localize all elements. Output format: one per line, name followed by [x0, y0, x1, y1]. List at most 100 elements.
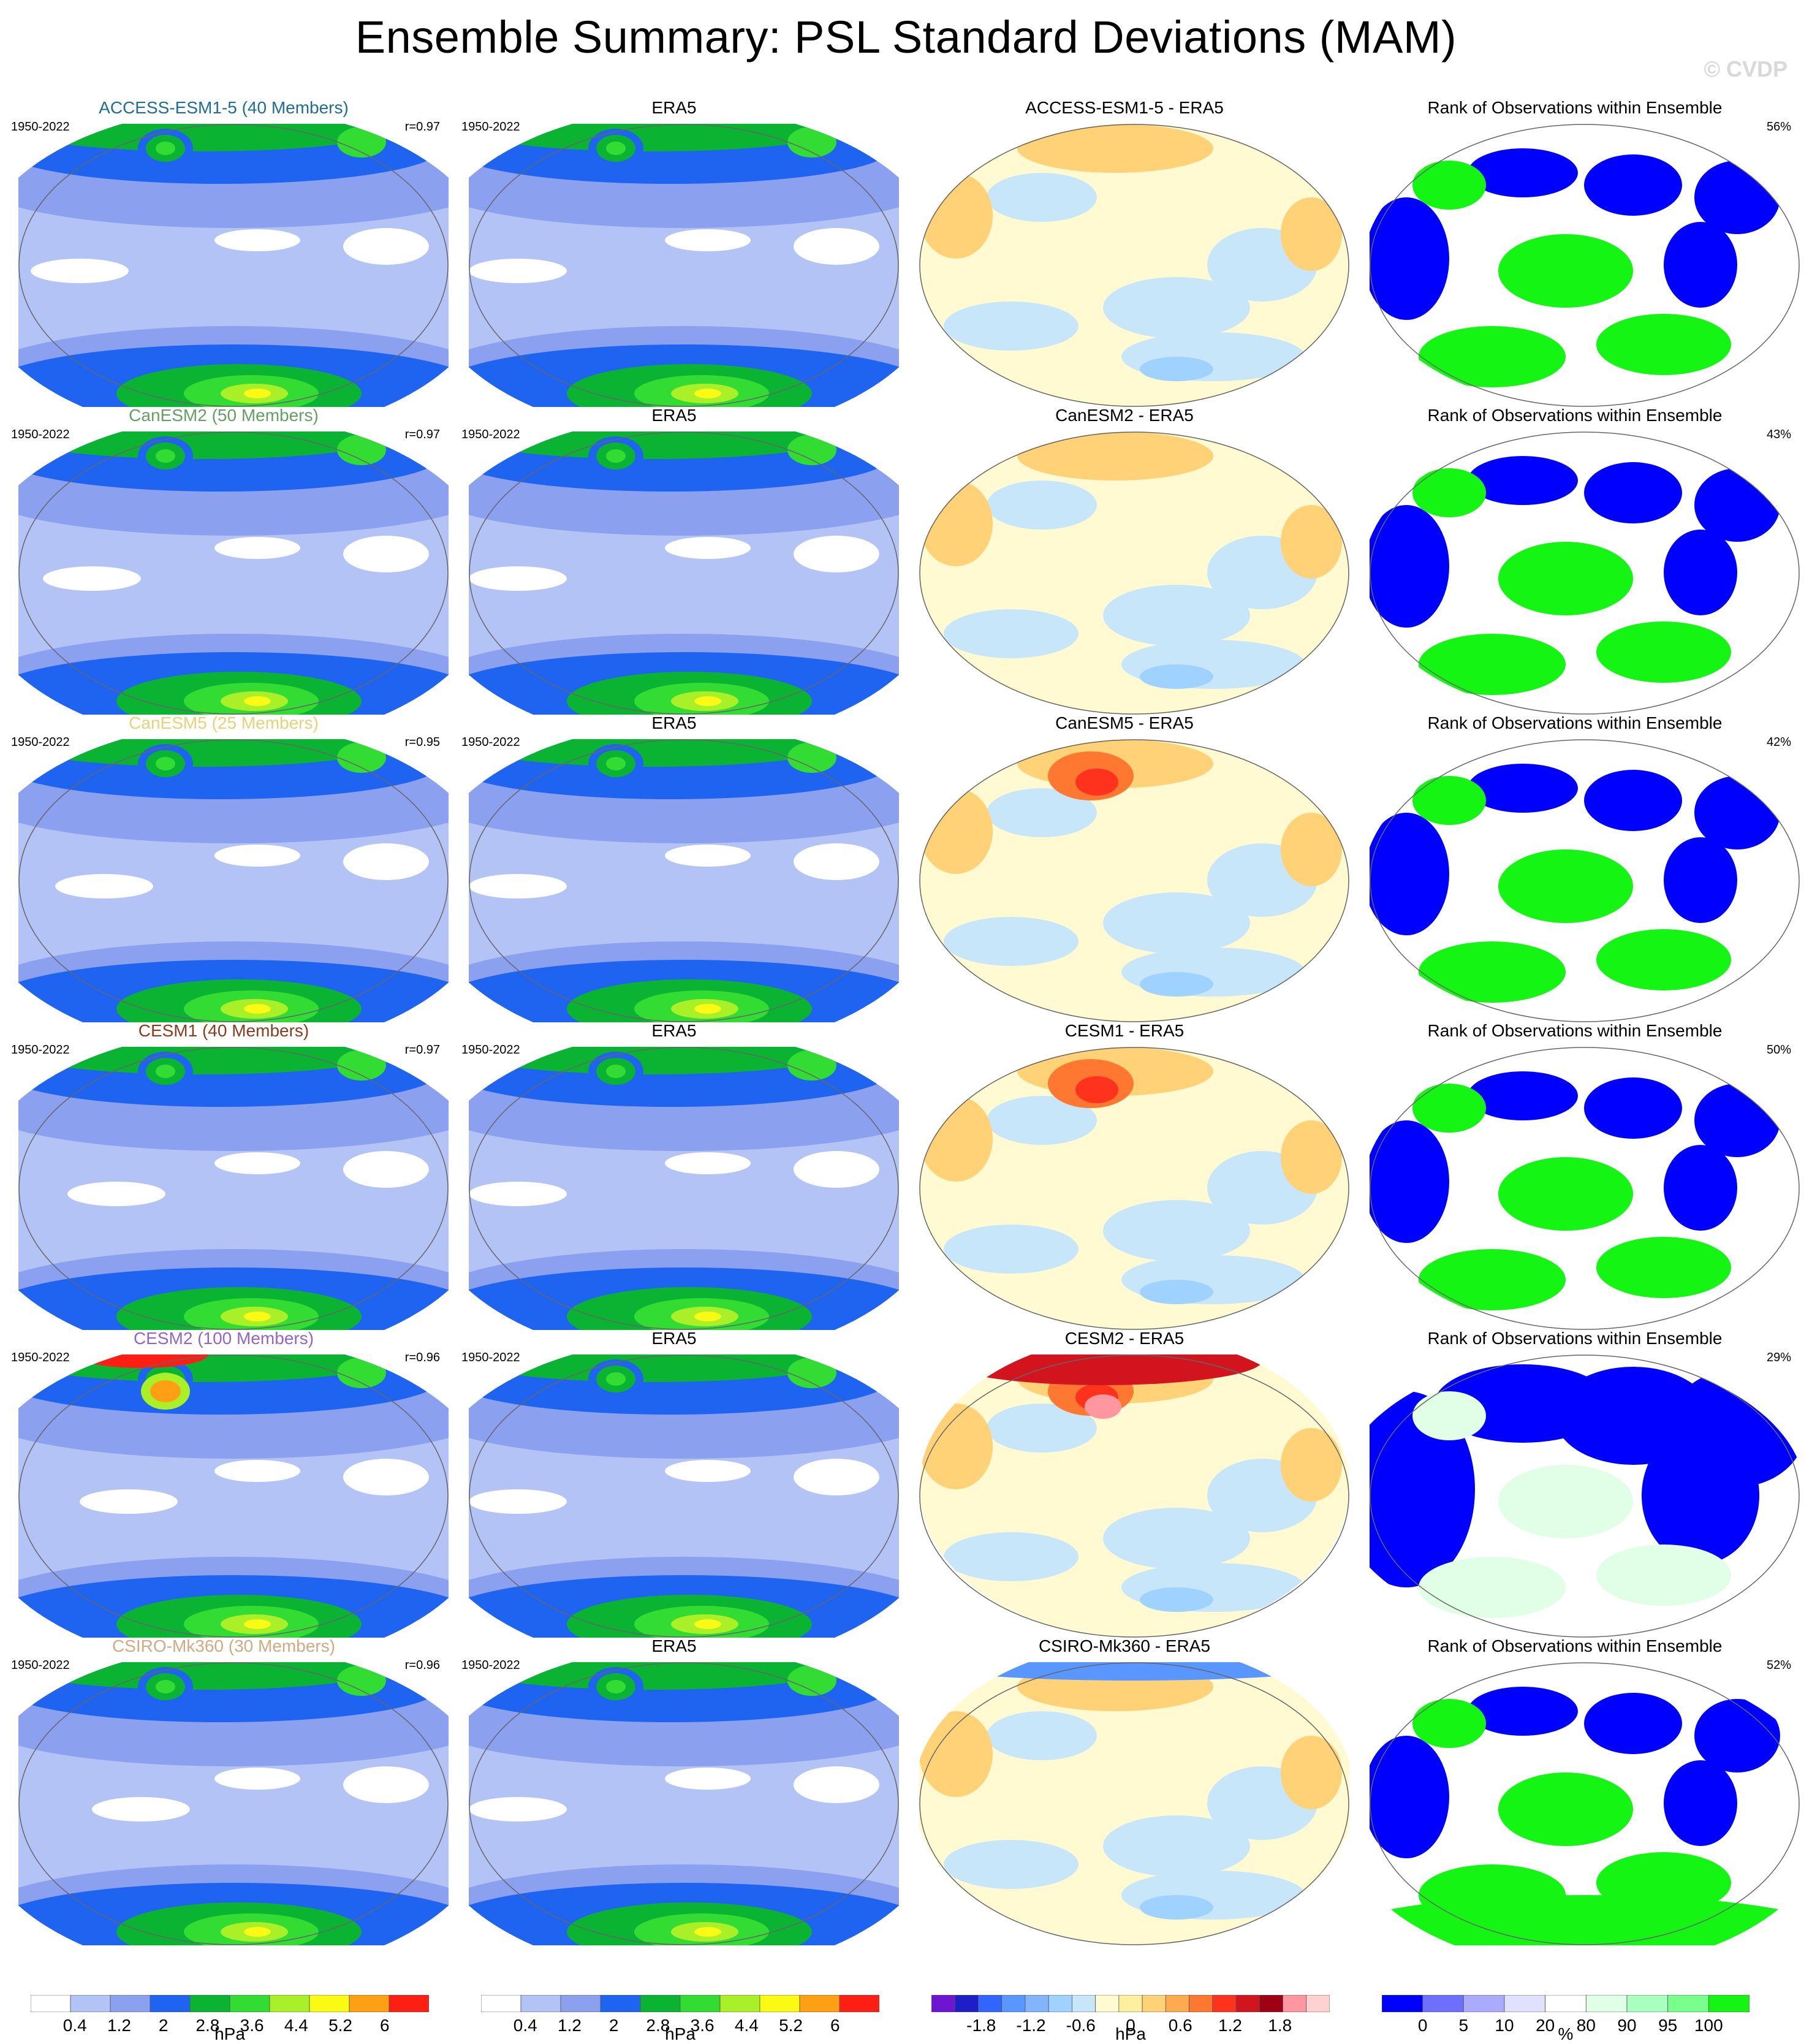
- map-panel: Rank of Observations within Ensemble 42%: [1351, 713, 1800, 1022]
- map-panel: ACCESS-ESM1-5 - ERA5: [901, 98, 1349, 407]
- page-title: Ensemble Summary: PSL Standard Deviation…: [355, 12, 1457, 63]
- panel-title: ERA5: [651, 1329, 697, 1348]
- colorbar-swatch: [680, 1995, 721, 2012]
- colorbar-units: hPa: [214, 2024, 245, 2043]
- rank-map: [1370, 1354, 1800, 1638]
- panel-title: Rank of Observations within Ensemble: [1427, 1636, 1723, 1655]
- colorbar-swatch: [1463, 1995, 1505, 2012]
- map-panel: Rank of Observations within Ensemble 56%: [1351, 98, 1800, 407]
- difference-map: [919, 1047, 1349, 1330]
- colorbar-swatch: [1235, 1995, 1260, 2012]
- rank-map: [1370, 1662, 1800, 1945]
- colorbar-swatch: [349, 1995, 390, 2012]
- std-dev-map: [18, 1047, 449, 1330]
- std-dev-map: [469, 1047, 899, 1330]
- std-dev-map: [18, 1662, 449, 1945]
- panel-years: 1950-2022: [11, 735, 70, 749]
- panel-title: CSIRO-Mk360 - ERA5: [1038, 1636, 1211, 1655]
- colorbar-swatch: [1422, 1995, 1464, 2012]
- panel-title: Rank of Observations within Ensemble: [1427, 1329, 1723, 1348]
- panel-title: ERA5: [651, 98, 697, 117]
- map-panel: ERA5 1950-2022: [450, 98, 899, 407]
- colorbar-swatch: [309, 1995, 350, 2012]
- rank-map: [1370, 124, 1800, 407]
- cvdp-watermark: © CVDP: [1704, 56, 1787, 82]
- difference-map: [919, 739, 1349, 1022]
- colorbar-tick-label: 2: [608, 2016, 619, 2035]
- map-panel: CESM1 (40 Members) 1950-2022 r=0.97: [0, 1021, 449, 1330]
- std-dev-map: [18, 124, 449, 407]
- colorbar-swatch: [1025, 1995, 1049, 2012]
- colorbar-units: hPa: [1115, 2024, 1146, 2043]
- panel-title: ERA5: [651, 1021, 697, 1040]
- panel-years: 1950-2022: [11, 1658, 70, 1672]
- colorbar-swatch: [719, 1995, 760, 2012]
- panel-percentage: 29%: [1766, 1351, 1791, 1364]
- map-panel: CESM1 - ERA5: [901, 1021, 1349, 1330]
- colorbar-swatch: [839, 1995, 879, 2012]
- std-dev-map: [469, 739, 899, 1022]
- colorbar-swatch: [954, 1995, 979, 2012]
- panel-title: CESM2 (100 Members): [133, 1329, 314, 1348]
- rank-map: [1370, 431, 1800, 715]
- pattern-correlation: r=0.95: [404, 735, 440, 749]
- colorbar-swatch: [229, 1995, 270, 2012]
- panel-title: ACCESS-ESM1-5 - ERA5: [1025, 98, 1224, 117]
- panel-percentage: 56%: [1766, 120, 1791, 134]
- panel-title: CESM2 - ERA5: [1064, 1329, 1185, 1348]
- std-dev-map: [18, 431, 449, 715]
- colorbar-tick-label: 0: [1417, 2016, 1428, 2035]
- colorbar-swatch: [31, 1995, 71, 2012]
- colorbar-swatch: [189, 1995, 230, 2012]
- panel-title: ACCESS-ESM1-5 (40 Members): [99, 98, 349, 117]
- colorbar-swatch: [1259, 1995, 1283, 2012]
- colorbar-swatch: [1189, 1995, 1213, 2012]
- colorbar-swatch: [481, 1995, 521, 2012]
- std-dev-map: [469, 124, 899, 407]
- panel-title: Rank of Observations within Ensemble: [1427, 406, 1723, 425]
- colorbar-swatch: [520, 1995, 561, 2012]
- difference-colorbar: [931, 1995, 1330, 2012]
- map-panel: CanESM5 - ERA5: [901, 713, 1349, 1022]
- difference-map: [919, 431, 1349, 715]
- map-panel: CSIRO-Mk360 - ERA5: [901, 1636, 1349, 1945]
- colorbar-tick-label: 100: [1694, 2016, 1723, 2035]
- panel-title: ERA5: [651, 1636, 697, 1655]
- panel-years: 1950-2022: [461, 1351, 520, 1364]
- panel-title: CESM1 (40 Members): [138, 1021, 309, 1040]
- panel-years: 1950-2022: [11, 120, 70, 134]
- colorbar-swatch: [1708, 1995, 1749, 2012]
- colorbar-swatch: [759, 1995, 800, 2012]
- panel-years: 1950-2022: [461, 120, 520, 134]
- colorbar-swatch: [1585, 1995, 1628, 2012]
- map-panel: ERA5 1950-2022: [450, 406, 899, 715]
- colorbar-swatch: [1667, 1995, 1709, 2012]
- pattern-correlation: r=0.96: [404, 1658, 440, 1672]
- panel-years: 1950-2022: [461, 428, 520, 441]
- map-panel: CESM2 (100 Members) 1950-2022 r=0.96: [0, 1329, 449, 1638]
- std-dev-map: [469, 1662, 899, 1945]
- colorbar-swatch: [150, 1995, 191, 2012]
- difference-map: [919, 1662, 1349, 1945]
- panel-title: CanESM2 - ERA5: [1055, 406, 1194, 425]
- map-panel: CanESM2 (50 Members) 1950-2022 r=0.97: [0, 406, 449, 715]
- map-panel: ERA5 1950-2022: [450, 713, 899, 1022]
- map-panel: ACCESS-ESM1-5 (40 Members) 1950-2022 r=0.9…: [0, 98, 449, 407]
- colorbar-swatch: [1306, 1995, 1330, 2012]
- std-dev-map: [469, 1354, 899, 1638]
- panel-title: Rank of Observations within Ensemble: [1427, 1021, 1723, 1040]
- colorbar-swatch: [1001, 1995, 1026, 2012]
- colorbar-swatch: [70, 1995, 111, 2012]
- colorbar-swatch: [799, 1995, 840, 2012]
- map-panel: ERA5 1950-2022: [450, 1636, 899, 1945]
- map-panel: CSIRO-Mk360 (30 Members) 1950-2022 r=0.96: [0, 1636, 449, 1945]
- colorbar-swatch: [560, 1995, 601, 2012]
- map-panel: CanESM2 - ERA5: [901, 406, 1349, 715]
- map-panel: Rank of Observations within Ensemble 29%: [1351, 1329, 1800, 1638]
- colorbar-tick-label: 1.8: [1268, 2016, 1292, 2035]
- colorbar-swatch: [931, 1995, 955, 2012]
- colorbar-swatch: [1626, 1995, 1669, 2012]
- colorbar-swatch: [1165, 1995, 1189, 2012]
- colorbar-swatch: [389, 1995, 429, 2012]
- pattern-correlation: r=0.97: [404, 1043, 440, 1057]
